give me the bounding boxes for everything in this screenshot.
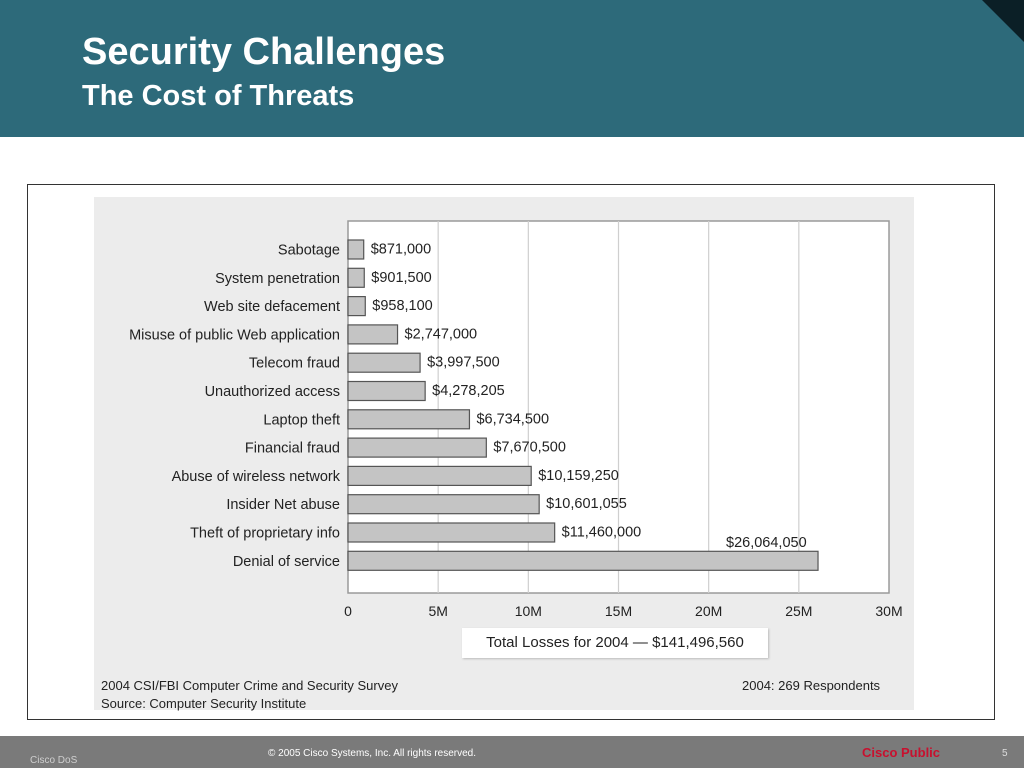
x-tick-label: 25M (785, 603, 812, 619)
category-label: Telecom fraud (249, 356, 340, 372)
page-number: 5 (1002, 748, 1008, 759)
data-label: $10,601,055 (546, 496, 627, 512)
category-label: Abuse of wireless network (172, 469, 341, 485)
footer-bar (0, 736, 1024, 768)
data-label: $10,159,250 (538, 468, 619, 484)
category-label: Financial fraud (245, 441, 340, 457)
x-tick-label: 30M (875, 603, 902, 619)
bar (347, 494, 540, 515)
bar (347, 550, 819, 571)
data-label: $7,670,500 (493, 440, 566, 456)
corner-decoration (982, 0, 1024, 42)
data-label: $6,734,500 (476, 411, 549, 427)
data-label: $901,500 (371, 270, 431, 286)
bar (347, 239, 365, 260)
footer-deck-name: Cisco DoS (30, 755, 78, 766)
footer-classification: Cisco Public (862, 745, 941, 760)
data-label: $11,460,000 (562, 525, 642, 541)
bar (347, 409, 471, 430)
category-label: Theft of proprietary info (190, 526, 340, 542)
bar (347, 267, 365, 288)
bar (347, 380, 426, 402)
source-credit: Source: Computer Security Institute (101, 696, 307, 711)
x-tick-label: 10M (515, 603, 542, 619)
category-label: Unauthorized access (205, 384, 340, 400)
respondents-count: 2004: 269 Respondents (742, 678, 881, 693)
bar (347, 522, 556, 543)
footer-copyright: © 2005 Cisco Systems, Inc. All rights re… (268, 748, 477, 759)
x-tick-label: 0 (344, 603, 352, 619)
bar (347, 465, 532, 486)
x-tick-label: 20M (695, 603, 722, 619)
data-label: $26,064,050 (726, 535, 807, 551)
x-tick-label: 15M (605, 603, 632, 619)
data-label: $871,000 (371, 242, 431, 258)
bar (347, 296, 366, 317)
data-label: $2,747,000 (405, 326, 478, 342)
x-tick-label: 5M (428, 603, 447, 619)
survey-title: 2004 CSI/FBI Computer Crime and Security… (101, 678, 398, 693)
data-label: $958,100 (372, 298, 432, 314)
category-label: System penetration (215, 271, 340, 287)
bar (347, 437, 487, 458)
category-label: Laptop theft (263, 412, 340, 428)
bar (347, 324, 399, 345)
data-label: $3,997,500 (427, 355, 500, 371)
slide-title: Security Challenges (82, 31, 446, 73)
category-label: Web site defacement (204, 299, 340, 315)
category-label: Sabotage (278, 243, 340, 259)
bar (347, 352, 421, 373)
category-label: Misuse of public Web application (129, 327, 340, 343)
category-label: Insider Net abuse (226, 497, 340, 513)
data-label: $4,278,205 (432, 383, 505, 399)
slide-subtitle: The Cost of Threats (82, 80, 355, 112)
category-label: Denial of service (233, 554, 340, 570)
total-losses-label: Total Losses for 2004 — $141,496,560 (462, 628, 768, 658)
header-bar (0, 0, 1024, 137)
